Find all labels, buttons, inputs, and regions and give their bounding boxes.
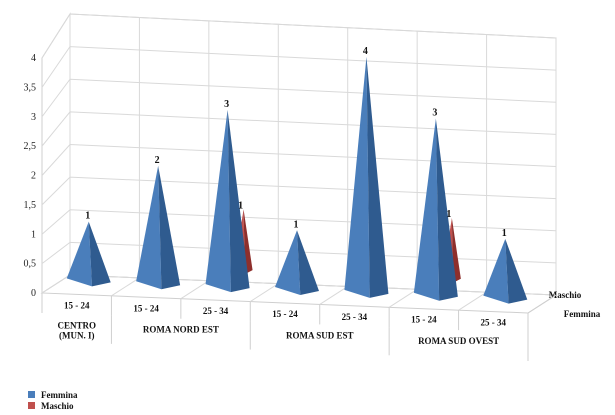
group-label: CENTRO (57, 320, 96, 330)
y-tick-label: 1 (31, 229, 36, 240)
cone-femmina (66, 221, 111, 287)
y-axis-ticks: 0 0,5 1 1,5 2 2,5 3 3,5 4 (24, 53, 37, 299)
data-label-femmina: 3 (432, 107, 437, 118)
data-label-femmina: 1 (85, 211, 90, 222)
y-tick-label: 1,5 (24, 200, 37, 211)
floor-divider (388, 288, 418, 308)
data-label-maschio: 1 (238, 200, 243, 211)
floor-divider (458, 291, 487, 311)
cone-side (227, 109, 250, 293)
cone-face (483, 238, 509, 304)
cone-femmina (344, 56, 389, 298)
gridline (41, 13, 557, 59)
data-label-femmina: 4 (363, 46, 368, 57)
category-label: 25 - 34 (203, 306, 229, 316)
floor-divider (319, 286, 348, 305)
category-label: 15 - 24 (272, 309, 298, 319)
legend: Femmina Maschio (28, 389, 78, 411)
group-label: ROMA SUD OVEST (418, 336, 499, 346)
gridlines (41, 13, 557, 314)
y-tick-label: 3,5 (24, 82, 37, 93)
floor-divider (111, 277, 140, 297)
data-labels: 1 2 1 3 1 4 1 3 1 (85, 46, 507, 239)
cone-femmina (483, 238, 528, 304)
legend-label-femmina: Femmina (41, 389, 78, 400)
group-label: (MUN. I) (59, 330, 95, 340)
depth-axis: Maschio Femmina (527, 290, 601, 319)
cone-femmina (136, 165, 181, 290)
legend-item-maschio: Maschio (28, 400, 78, 411)
data-label-femmina: 3 (224, 99, 229, 110)
y-tick-label: 0 (31, 288, 36, 299)
category-label: 15 - 24 (64, 300, 90, 310)
y-tick-label: 2,5 (24, 141, 37, 152)
cone-femmina (205, 109, 250, 293)
y-tick-label: 3 (31, 112, 36, 123)
group-label: ROMA SUD EST (286, 330, 354, 340)
category-label: 25 - 34 (342, 312, 368, 322)
cone-side (88, 221, 111, 287)
depth-label-maschio: Maschio (549, 290, 582, 300)
cone-face (413, 118, 440, 301)
cone-femmina (275, 230, 319, 295)
data-label-femmina: 1 (294, 219, 299, 230)
legend-swatch-femmina (28, 391, 35, 398)
cone-face (275, 230, 301, 295)
y-tick-label: 0,5 (24, 259, 37, 270)
cone-side (435, 118, 458, 301)
category-label: 15 - 24 (411, 315, 437, 325)
gridline (41, 143, 557, 176)
floor-divider (180, 280, 210, 300)
cone-face (136, 165, 162, 290)
gridline (41, 209, 557, 235)
gridline (41, 176, 557, 206)
side-wall (41, 12, 71, 294)
femmina-series (66, 56, 528, 304)
legend-label-maschio: Maschio (41, 400, 74, 411)
floor-divider (250, 283, 279, 302)
cone-side (297, 230, 319, 295)
depth-axis-line (527, 294, 557, 314)
data-label-maschio: 1 (446, 209, 451, 220)
depth-label-femmina: Femmina (564, 309, 601, 319)
gridline (41, 111, 557, 147)
cone-face (344, 56, 370, 298)
legend-swatch-maschio (28, 402, 35, 409)
legend-item-femmina: Femmina (28, 389, 78, 400)
cone-side (505, 238, 528, 304)
y-tick-label: 2 (31, 171, 36, 182)
category-label: 25 - 34 (481, 318, 507, 328)
group-label: ROMA NORD EST (143, 325, 219, 335)
data-label-femmina: 1 (502, 228, 507, 239)
cone-face (66, 221, 93, 287)
data-label-femmina: 2 (155, 155, 160, 166)
cone-side (366, 56, 389, 298)
cone-side (158, 165, 181, 290)
category-label: 15 - 24 (133, 303, 159, 313)
floor-divider (41, 274, 71, 294)
x-axis: 15 - 24 15 - 24 25 - 34 15 - 24 25 - 34 15 - … (41, 293, 529, 361)
y-tick-label: 4 (31, 53, 36, 64)
gridline (41, 78, 557, 118)
cone-face (205, 109, 231, 293)
cone-femmina (413, 118, 458, 301)
